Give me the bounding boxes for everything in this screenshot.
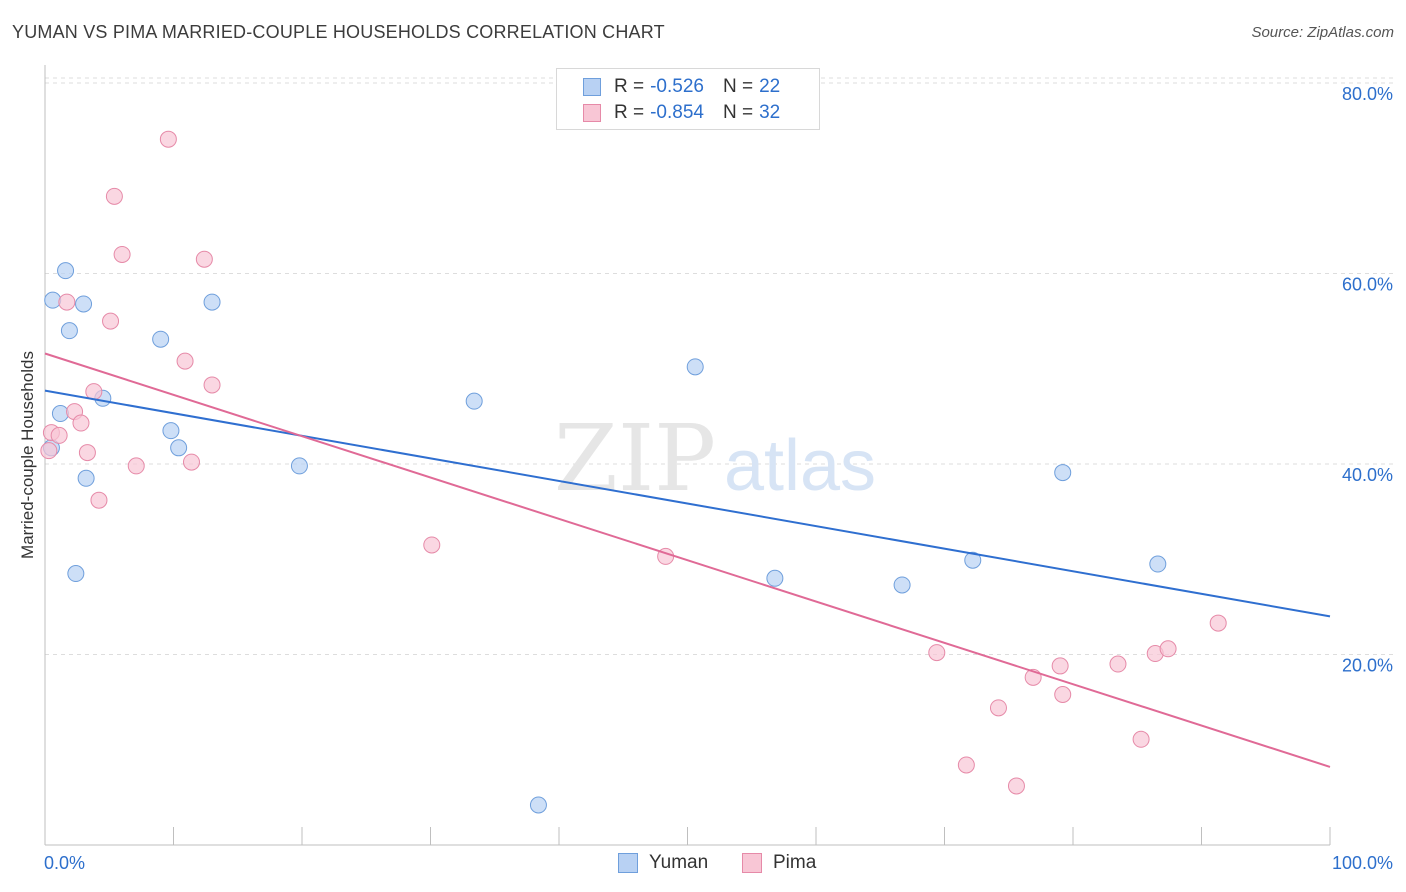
source-label: Source: ZipAtlas.com: [1251, 24, 1394, 41]
pima-point: [1109, 655, 1127, 673]
yuman-point: [203, 293, 221, 311]
yuman-point: [60, 322, 78, 340]
pima-point: [176, 352, 194, 370]
pima-point: [1007, 777, 1025, 795]
y-tick-label: 60.0%: [1342, 275, 1393, 295]
legend-n-value: 22: [759, 76, 781, 97]
yuman-point: [465, 392, 483, 410]
yuman-trend-line: [44, 389, 1331, 618]
legend-n-value: 32: [759, 102, 781, 123]
pima-point: [928, 644, 946, 662]
pima-point: [113, 245, 131, 263]
pima-trend-line: [44, 352, 1331, 768]
pima-point: [423, 536, 441, 554]
yuman-point: [44, 291, 62, 309]
pima-point: [58, 293, 76, 311]
legend-r-label: R =: [614, 102, 645, 123]
pima-point: [989, 699, 1007, 717]
watermark: ZIP atlas: [554, 405, 876, 512]
legend-row-pima: R = -0.854 N = 32: [557, 100, 780, 126]
data-points: [40, 130, 1227, 814]
bottom-legend-label-pima: Pima: [773, 852, 817, 873]
chart-title: YUMAN VS PIMA MARRIED-COUPLE HOUSEHOLDS …: [12, 22, 665, 42]
yuman-point: [57, 262, 75, 280]
bottom-legend-swatch-yuman: [618, 853, 638, 873]
watermark-atlas: atlas: [724, 426, 876, 506]
legend-n-label: N =: [722, 76, 754, 97]
yuman-point: [77, 469, 95, 487]
y-tick-label: 80.0%: [1342, 84, 1393, 104]
pima-point: [203, 376, 221, 394]
pima-point: [90, 491, 108, 509]
pima-point: [50, 426, 68, 444]
y-tick-label: 40.0%: [1342, 465, 1393, 485]
pima-point: [85, 383, 103, 401]
yuman-point: [766, 569, 784, 587]
correlation-legend: R = -0.526 N = 22 R = -0.854 N = 32: [556, 68, 820, 130]
yuman-point: [75, 295, 93, 313]
yuman-point: [51, 405, 69, 423]
y-axis-title: Married-couple Households: [18, 351, 37, 559]
pima-point: [957, 756, 975, 774]
pima-point: [78, 444, 96, 462]
yuman-point: [152, 330, 170, 348]
yuman-point: [964, 551, 982, 569]
watermark-zip: ZIP: [554, 405, 716, 512]
bottom-legend-yuman: Yuman: [618, 852, 708, 874]
yuman-point: [1149, 555, 1167, 573]
y-tick-label: 20.0%: [1342, 656, 1393, 676]
pima-point: [127, 457, 145, 475]
yuman-point: [170, 439, 188, 457]
legend-r-value: -0.526: [650, 76, 704, 97]
pima-point: [159, 130, 177, 148]
pima-point: [1051, 657, 1069, 675]
yuman-point: [162, 422, 180, 440]
yuman-point: [529, 796, 547, 814]
pima-point: [102, 312, 120, 330]
pima-point: [72, 414, 90, 432]
legend-swatch-pima: [583, 104, 601, 122]
yuman-point: [290, 457, 308, 475]
legend-swatch-yuman: [583, 78, 601, 96]
yuman-point: [893, 576, 911, 594]
legend-n-label: N =: [722, 102, 754, 123]
pima-point: [40, 442, 58, 460]
x-tick-label-max: 100.0%: [1332, 853, 1393, 873]
pima-point: [105, 187, 123, 205]
yuman-point: [686, 358, 704, 376]
yuman-point: [1054, 464, 1072, 482]
trend-lines: [44, 352, 1331, 768]
legend-r-label: R =: [614, 76, 645, 97]
bottom-legend-swatch-pima: [742, 853, 762, 873]
pima-point: [1132, 730, 1150, 748]
grid-lines: [45, 77, 1393, 655]
yuman-point: [67, 565, 85, 583]
pima-point: [195, 250, 213, 268]
legend-row-yuman: R = -0.526 N = 22: [557, 74, 780, 100]
bottom-legend-pima: Pima: [742, 852, 816, 874]
pima-point: [182, 453, 200, 471]
pima-point: [1159, 640, 1177, 658]
pima-point: [1054, 686, 1072, 704]
tick-labels: 20.0% 40.0% 60.0% 80.0% 0.0% 100.0%: [44, 84, 1393, 873]
x-tick-label-min: 0.0%: [44, 853, 85, 873]
bottom-legend-label-yuman: Yuman: [649, 852, 709, 873]
pima-point: [1209, 614, 1227, 632]
legend-r-value: -0.854: [650, 102, 704, 123]
